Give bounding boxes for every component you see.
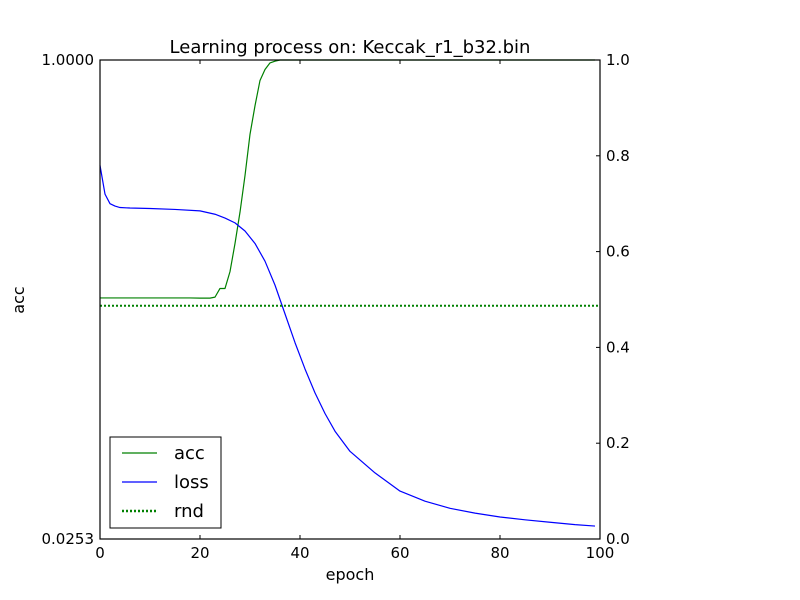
y-left-axis-ticks: 1.0000 0.0253 [42, 51, 104, 548]
x-tick-label: 60 [390, 544, 409, 562]
x-tick-label: 40 [290, 544, 309, 562]
chart-title: Learning process on: Keccak_r1_b32.bin [170, 37, 531, 58]
legend-items: acc loss rnd [122, 443, 209, 522]
series-loss-line [99, 165, 596, 527]
x-tick-label: 0 [95, 544, 105, 562]
legend-label-loss: loss [174, 472, 209, 493]
y-right-tick-label: 0.0 [606, 530, 630, 548]
y-right-tick-label: 0.6 [606, 243, 630, 261]
x-tick-label: 100 [586, 544, 615, 562]
y-right-tick-label: 0.2 [606, 434, 630, 452]
legend-label-acc: acc [174, 443, 205, 464]
y-left-tick-label: 1.0000 [42, 51, 95, 69]
x-axis-ticks: 0 20 40 60 80 100 [95, 60, 614, 562]
y-right-tick-label: 0.8 [606, 147, 630, 165]
legend-label-rnd: rnd [174, 501, 204, 522]
y-left-tick-label: 0.0253 [42, 530, 95, 548]
plot-area [99, 59, 601, 540]
x-tick-label: 80 [490, 544, 509, 562]
y-right-tick-label: 1.0 [606, 51, 630, 69]
x-axis-label: epoch [326, 565, 375, 584]
y-left-axis-label: acc [9, 286, 28, 313]
y-right-tick-label: 0.4 [606, 338, 630, 356]
plot-frame [99, 59, 601, 540]
legend: acc loss rnd [109, 436, 222, 529]
x-tick-label: 20 [190, 544, 209, 562]
y-right-axis-ticks: 0.0 0.2 0.4 0.6 0.8 1.0 [596, 51, 630, 548]
